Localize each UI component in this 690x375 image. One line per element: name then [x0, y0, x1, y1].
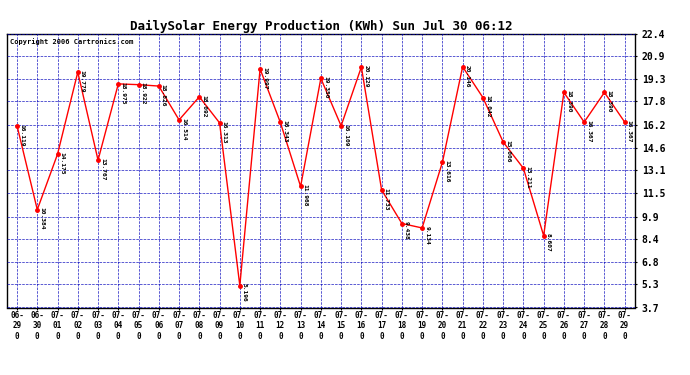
Text: 16.367: 16.367 [586, 120, 591, 142]
Text: 19.350: 19.350 [323, 76, 328, 99]
Text: 10.384: 10.384 [39, 207, 44, 230]
Text: 18.390: 18.390 [566, 90, 571, 113]
Text: 18.826: 18.826 [161, 84, 166, 106]
Text: 16.119: 16.119 [19, 123, 24, 146]
Text: 20.146: 20.146 [464, 64, 470, 87]
Text: 15.006: 15.006 [505, 140, 510, 162]
Text: 13.767: 13.767 [100, 158, 105, 180]
Text: 16.367: 16.367 [627, 120, 632, 142]
Text: 13.616: 13.616 [444, 160, 449, 183]
Text: 14.175: 14.175 [59, 152, 65, 174]
Text: 18.922: 18.922 [141, 82, 146, 105]
Text: 13.211: 13.211 [525, 166, 531, 189]
Text: 16.313: 16.313 [221, 121, 226, 143]
Text: 11.733: 11.733 [384, 188, 388, 210]
Text: 18.042: 18.042 [485, 95, 490, 118]
Text: 18.390: 18.390 [607, 90, 611, 113]
Text: 19.997: 19.997 [262, 67, 267, 89]
Text: Copyright 2006 Cartronics.com: Copyright 2006 Cartronics.com [10, 38, 133, 45]
Text: 11.968: 11.968 [303, 184, 308, 207]
Title: DailySolar Energy Production (KWh) Sun Jul 30 06:12: DailySolar Energy Production (KWh) Sun J… [130, 20, 512, 33]
Text: 5.196: 5.196 [242, 284, 247, 302]
Text: 9.134: 9.134 [424, 226, 429, 245]
Text: 16.514: 16.514 [181, 118, 186, 140]
Text: 20.129: 20.129 [364, 65, 368, 87]
Text: 9.438: 9.438 [404, 221, 409, 240]
Text: 16.109: 16.109 [343, 124, 348, 146]
Text: 8.607: 8.607 [546, 234, 551, 252]
Text: 18.092: 18.092 [201, 94, 206, 117]
Text: 16.343: 16.343 [282, 120, 287, 143]
Text: 18.975: 18.975 [120, 82, 126, 104]
Text: 19.779: 19.779 [80, 70, 85, 92]
